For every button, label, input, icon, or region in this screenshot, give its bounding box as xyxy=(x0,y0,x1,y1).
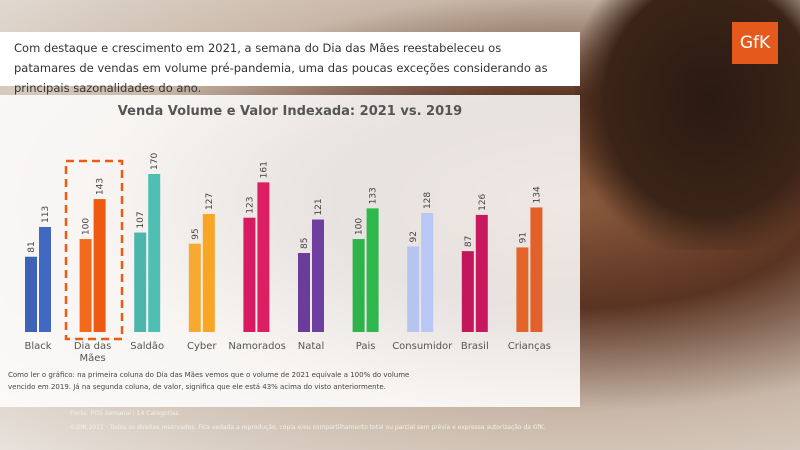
bar xyxy=(366,208,379,332)
logo: GfK xyxy=(732,22,778,64)
value-label: 134 xyxy=(532,186,542,203)
bar xyxy=(352,239,365,332)
value-label: 87 xyxy=(464,236,474,247)
intro-text: Com destaque e crescimento em 2021, a se… xyxy=(0,32,580,95)
x-tick-label: Brasil xyxy=(460,341,489,352)
chart: 81 113 100 143 107 170 95 127 123 161 85 121 100 133 9… xyxy=(25,153,543,341)
bar xyxy=(134,232,147,332)
value-label: 85 xyxy=(300,238,310,249)
highlight-box xyxy=(64,159,124,341)
bar xyxy=(421,213,434,332)
value-label: 126 xyxy=(478,193,488,210)
x-tick-label: Natal xyxy=(297,341,325,352)
bar xyxy=(312,219,324,332)
value-label: 100 xyxy=(82,218,92,235)
bar xyxy=(516,247,529,332)
value-label: 133 xyxy=(369,187,379,204)
x-tick-label: Cyber xyxy=(187,341,217,352)
bar xyxy=(25,256,37,332)
value-label: 127 xyxy=(205,193,215,210)
value-label: 91 xyxy=(518,232,528,243)
bar xyxy=(407,246,420,332)
bar xyxy=(202,213,215,332)
source: Fonte: POS Semanal | 14 Categorias xyxy=(70,410,179,417)
value-label: 128 xyxy=(423,192,433,209)
copyright: ©GfK 2022 · Todos os direitos reservados… xyxy=(70,424,546,431)
value-label: 92 xyxy=(409,231,419,242)
x-tick-label: Black xyxy=(24,341,52,352)
bar xyxy=(461,251,474,332)
x-tick-label: Consumidor xyxy=(392,341,453,352)
value-label: 113 xyxy=(41,206,51,223)
value-label: 81 xyxy=(27,241,37,252)
bar xyxy=(298,253,310,332)
x-tick-label: Crianças xyxy=(507,341,551,352)
bar xyxy=(257,182,270,332)
value-label: 107 xyxy=(136,211,146,228)
bar xyxy=(188,243,201,332)
bar xyxy=(93,199,106,332)
value-label: 143 xyxy=(96,178,106,195)
x-tick-label: Namorados xyxy=(228,341,286,352)
x-tick-label: Dia das Mães xyxy=(73,341,112,364)
x-tick-label: Saldão xyxy=(130,341,165,352)
bar xyxy=(39,226,51,332)
value-label: 100 xyxy=(355,218,365,235)
bar xyxy=(79,239,92,332)
value-label: 95 xyxy=(191,228,201,239)
bar xyxy=(530,207,543,332)
x-tick-label: Pais xyxy=(355,341,376,352)
value-label: 161 xyxy=(259,161,269,178)
value-label: 170 xyxy=(150,153,160,170)
bar xyxy=(475,214,488,332)
bar xyxy=(148,174,161,332)
chart-title: Venda Volume e Valor Indexada: 2021 vs. … xyxy=(117,104,463,119)
chart-note: Como ler o gráfico: na primeira coluna d… xyxy=(8,371,410,391)
bar xyxy=(243,217,256,332)
value-label: 121 xyxy=(314,198,324,215)
value-label: 123 xyxy=(245,196,255,213)
